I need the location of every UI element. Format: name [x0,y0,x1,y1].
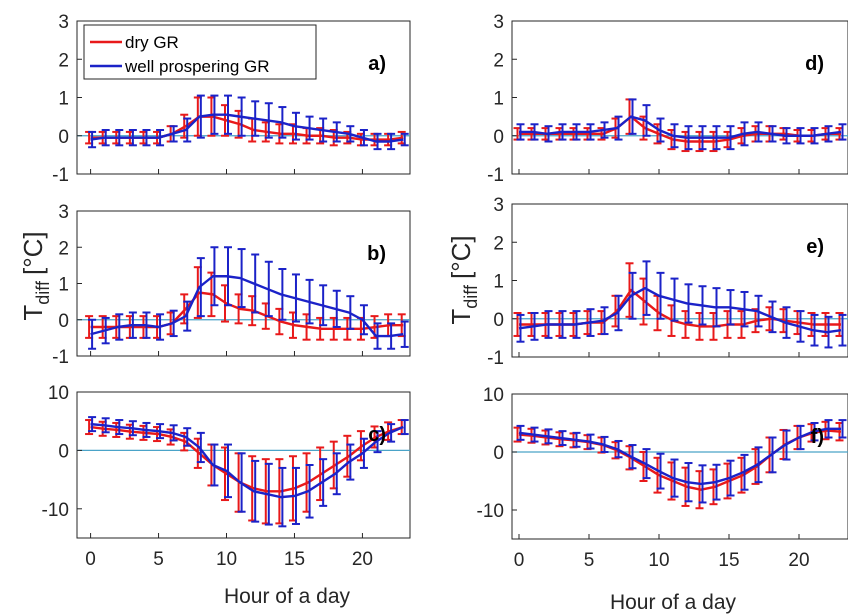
panel-e-ytick-label: 2 [493,233,504,254]
panel-c-ytick-label: 10 [48,383,69,404]
panel-a-label: a) [368,53,386,75]
panel-a-ytick-label: -1 [52,165,69,186]
panel-b-label: b) [367,243,386,265]
panel-d-ytick-label: 2 [493,50,504,71]
panel-e-data [513,260,847,349]
ylabel-right-unit: [°C] [446,235,476,279]
panel-c-xtick-label: 20 [352,549,373,570]
panel-e-well-line [518,286,842,334]
panel-c-label: c) [368,424,386,446]
panel-e-ytick-label: -1 [487,348,504,369]
panel-f-ytick-label: -10 [477,501,504,522]
panel-f-label: f) [811,426,824,448]
panel-b-data [85,246,409,350]
panel-c-ytick-label: -10 [42,500,69,521]
svg-text:Tdiff[°C]: Tdiff [°C] [18,231,53,320]
panel-f-ytick-label: 0 [493,443,504,464]
panel-b-ytick-label: 2 [58,238,69,259]
panel-f-xtick-label: 0 [514,550,525,571]
panel-a-ytick-label: 0 [58,127,69,148]
panel-d-ytick-label: 0 [493,127,504,148]
panel-c-xtick-label: 10 [216,549,237,570]
panel-f-xtick-label: 20 [788,550,809,571]
panel-c: -10 0 10 0 5 10 15 20 c) [42,383,411,570]
svg-text:Tdiff[°C]: Tdiff [°C] [446,235,481,324]
panel-f-ytick-label: 10 [483,385,504,406]
legend: dry GR well prospering GR [83,24,317,80]
panel-f-xtick-label: 5 [584,550,595,571]
panel-e-label: e) [806,236,824,258]
ylabel-left-unit: [°C] [18,231,48,275]
panel-b: -1 0 1 2 3 b) [52,202,411,368]
panel-d-ytick-label: 3 [493,12,504,33]
panel-e-dry-line [519,288,841,328]
panel-d-ytick-label: -1 [487,165,504,186]
legend-label-well: well prospering GR [124,57,270,76]
panel-f-axes [511,393,848,540]
ylabel-right-main: T [446,309,476,325]
xlabel-right: Hour of a day [610,591,737,614]
panel-c-xtick-label: 5 [153,549,164,570]
panel-c-well-line [90,422,404,499]
panel-b-ytick-label: 1 [58,275,69,296]
panel-e-ytick-label: 0 [493,310,504,331]
panel-b-ytick-label: 3 [58,202,69,223]
panel-f-xtick-label: 10 [648,550,669,571]
panel-a-well-line [90,113,404,143]
ylabel-left: Tdiff [°C] [18,231,53,320]
panel-e: -1 0 1 2 3 e) [487,195,848,369]
panel-a-ytick-label: 2 [58,50,69,71]
panel-d-well-line [519,115,842,139]
xlabel-left: Hour of a day [224,585,351,608]
ylabel-left-sub: diff [33,280,53,305]
ylabel-right: Tdiff [°C] [446,235,481,324]
panel-f-xtick-label: 15 [718,550,739,571]
panel-c-ytick-label: 0 [58,441,69,462]
panel-c-xtick-label: 0 [85,549,96,570]
panel-a: -1 0 1 2 3 a) dry GR well prospering GR [52,12,411,186]
panel-d-label: d) [805,53,824,75]
panel-b-ytick-label: 0 [58,311,69,332]
panel-f-data [513,419,847,510]
panel-e-ytick-label: 1 [493,272,504,293]
panel-d-ytick-label: 1 [493,89,504,110]
panel-c-dry-line [90,425,404,493]
panel-e-ytick-label: 3 [493,195,504,216]
panel-b-well-line [90,275,404,338]
panel-f-well-line [518,427,841,486]
legend-label-dry: dry GR [125,33,179,52]
panel-d: -1 0 1 2 3 d) [487,12,848,186]
panel-f: -10 0 10 0 5 10 15 20 f) [477,385,848,571]
panel-a-ytick-label: 3 [58,12,69,33]
panel-b-ytick-label: -1 [52,347,69,368]
panel-a-ytick-label: 1 [58,89,69,110]
panel-d-data [513,98,847,153]
panel-d-axes [511,20,848,175]
panel-c-xtick-label: 15 [284,549,305,570]
legend-box [83,24,317,80]
ylabel-left-main: T [18,305,48,321]
panel-c-data [85,416,409,528]
panel-a-data [85,94,409,151]
ylabel-right-sub: diff [461,284,481,309]
panel-b-dry-line [90,291,404,331]
panel-c-axes [76,391,411,539]
